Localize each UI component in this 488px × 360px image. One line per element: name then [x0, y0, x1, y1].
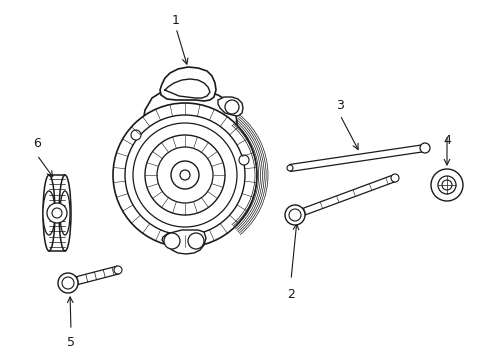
Polygon shape [67, 266, 119, 287]
Text: 6: 6 [33, 136, 41, 149]
Text: 2: 2 [286, 288, 294, 302]
Circle shape [58, 273, 78, 293]
Polygon shape [132, 125, 146, 143]
Circle shape [47, 203, 67, 223]
Circle shape [286, 165, 292, 171]
Polygon shape [160, 67, 216, 101]
Circle shape [437, 176, 455, 194]
Circle shape [131, 130, 141, 140]
Circle shape [419, 143, 429, 153]
Circle shape [62, 277, 74, 289]
Circle shape [288, 209, 301, 221]
Circle shape [285, 205, 305, 225]
Circle shape [133, 123, 237, 227]
Circle shape [113, 103, 257, 247]
Circle shape [163, 233, 180, 249]
Polygon shape [142, 90, 237, 188]
Ellipse shape [43, 191, 55, 235]
Text: 3: 3 [335, 99, 343, 112]
Polygon shape [289, 144, 425, 171]
Circle shape [224, 100, 239, 114]
Text: 4: 4 [442, 134, 450, 147]
Ellipse shape [60, 191, 70, 235]
Polygon shape [162, 230, 205, 254]
Circle shape [390, 174, 398, 182]
Circle shape [52, 208, 62, 218]
Circle shape [430, 169, 462, 201]
Circle shape [187, 233, 203, 249]
Ellipse shape [59, 175, 71, 251]
Circle shape [114, 266, 122, 274]
Circle shape [441, 180, 451, 190]
Ellipse shape [43, 175, 55, 251]
Polygon shape [232, 148, 249, 169]
Circle shape [157, 147, 213, 203]
Text: 5: 5 [67, 336, 75, 348]
Text: 1: 1 [172, 14, 180, 27]
Polygon shape [293, 175, 395, 218]
Circle shape [239, 155, 248, 165]
Circle shape [125, 115, 244, 235]
Circle shape [145, 135, 224, 215]
Polygon shape [218, 97, 243, 116]
Circle shape [180, 170, 190, 180]
Circle shape [171, 161, 199, 189]
